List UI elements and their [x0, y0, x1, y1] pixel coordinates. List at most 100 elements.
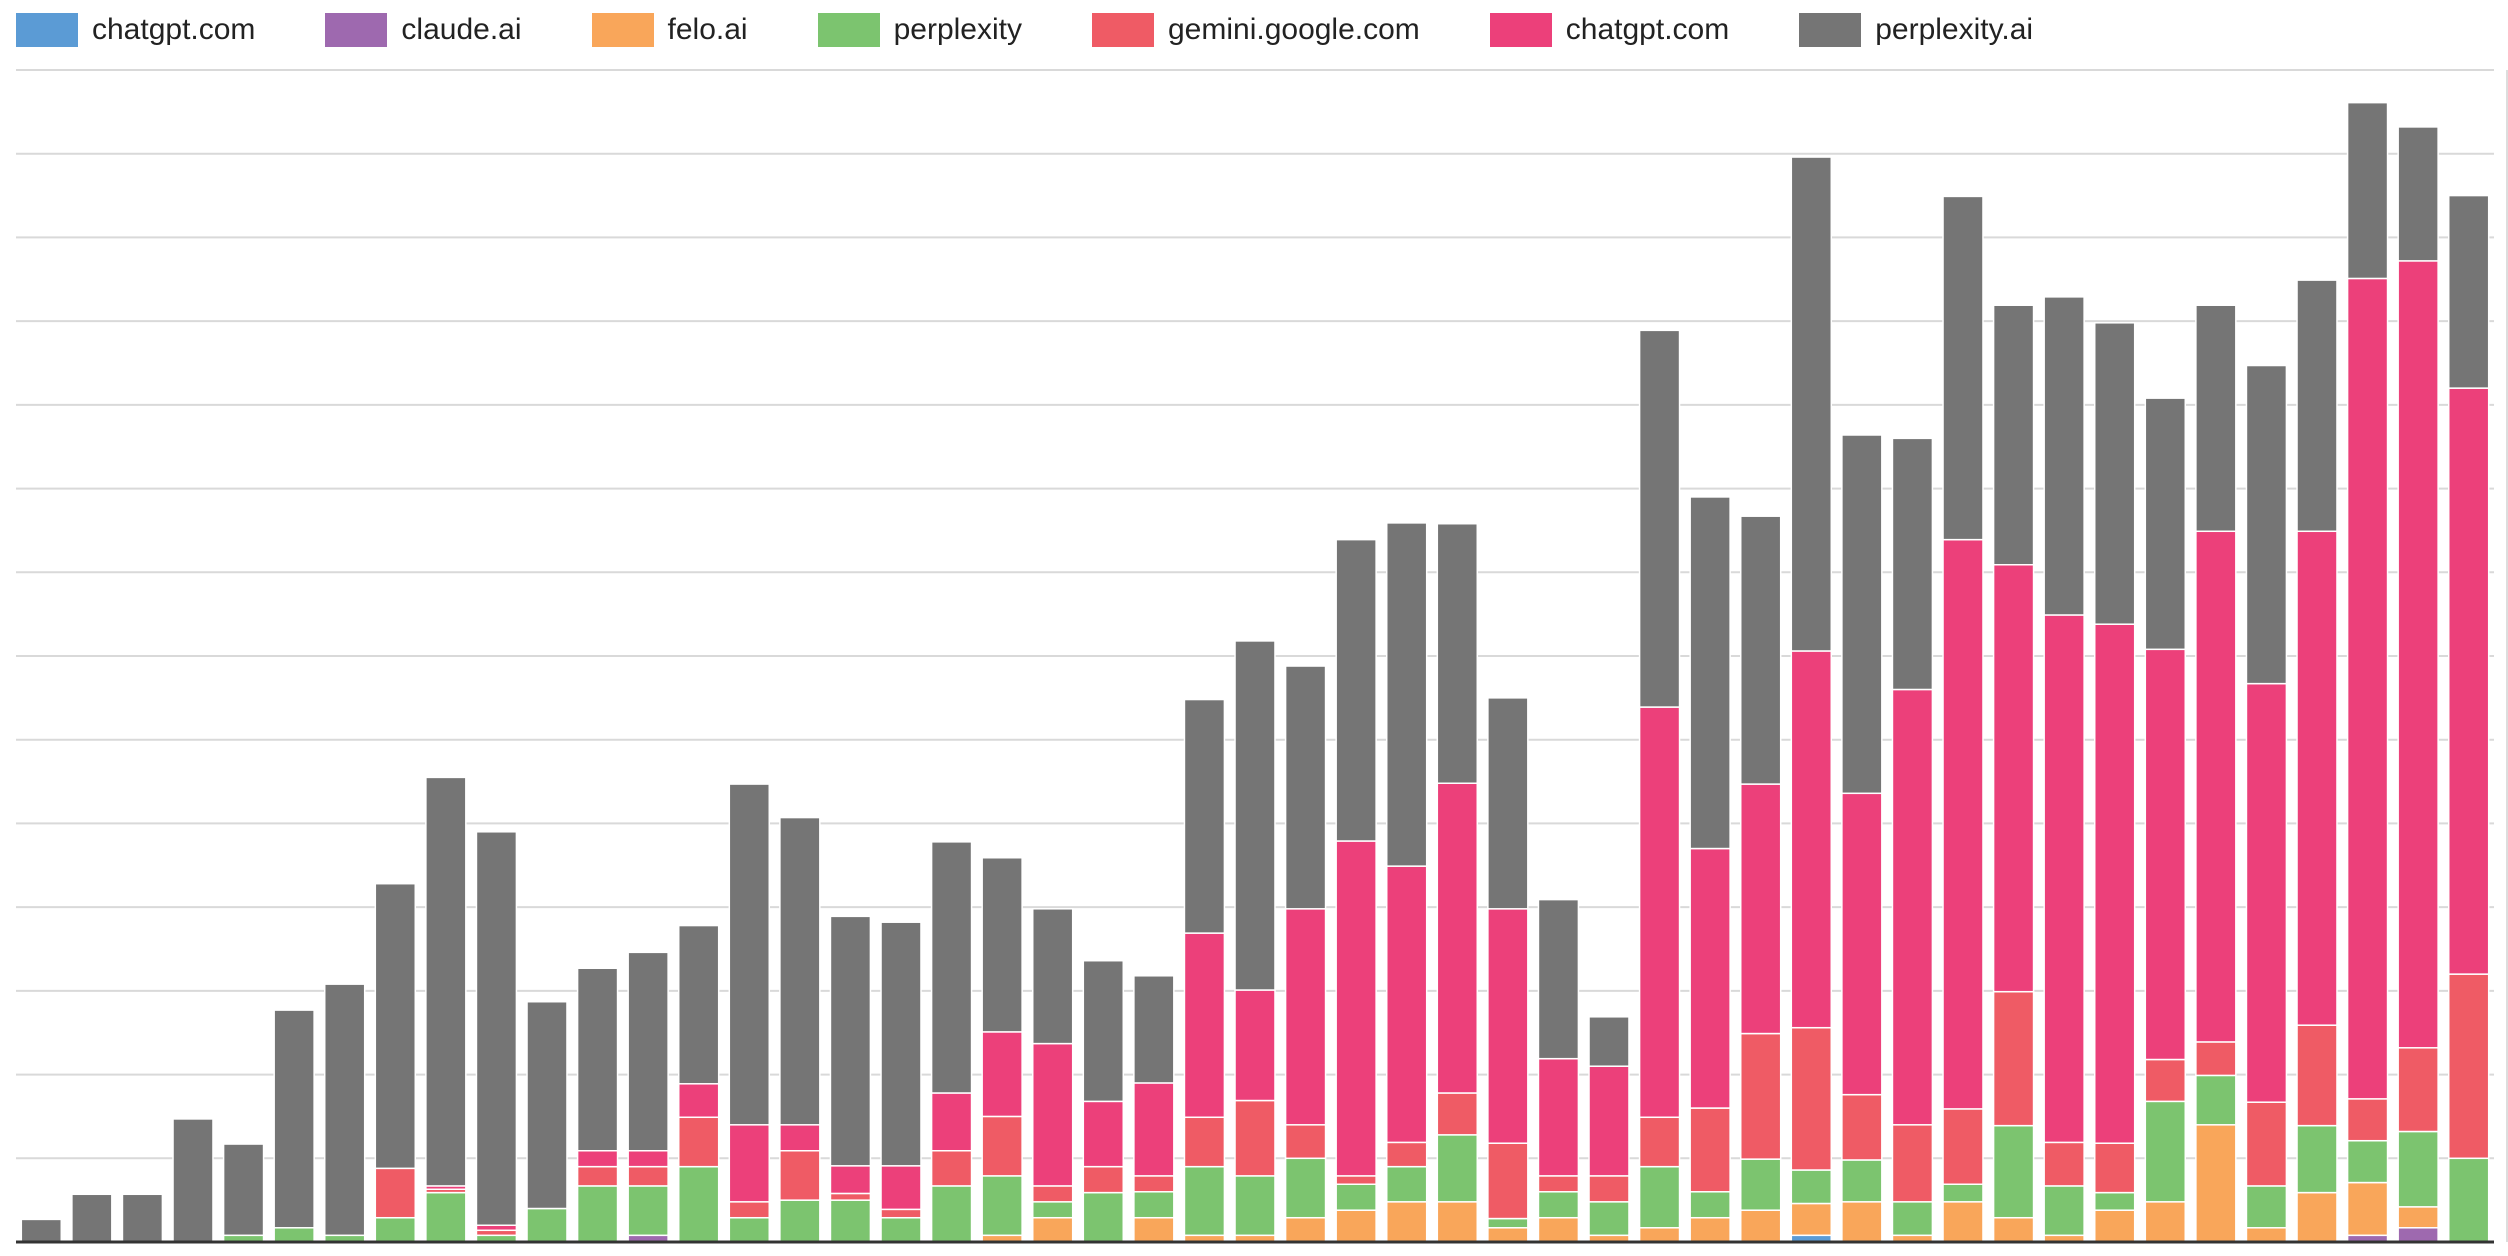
bar-segment-chatgpt-com-5-cat-16: [779, 1124, 821, 1152]
bar-segment-felo-ai-2-cat-42: [2093, 1209, 2136, 1243]
bar-segment-gemini-google-com-4-cat-29: [1436, 1092, 1479, 1136]
bar-segment-perplexity-3-cat-24: [1183, 1165, 1226, 1237]
bar-segment-chatgpt-com-5-cat-25: [1234, 989, 1276, 1102]
legend-item-4[interactable]: gemini.google.com: [1091, 13, 1420, 47]
bar-segment-felo-ai-2-cat-26: [1284, 1216, 1327, 1243]
bar-segment-gemini-google-com-4-cat-28: [1385, 1141, 1428, 1168]
bar-segment-chatgpt-com-5-cat-35: [1739, 783, 1782, 1035]
bar-segment-chatgpt-com-5-cat-39: [1942, 538, 1984, 1110]
bar-segment-perplexity-ai-6-cat-2: [71, 1193, 113, 1243]
bar-segment-gemini-google-com-4-cat-25: [1234, 1099, 1276, 1177]
bar-segment-gemini-google-com-4-cat-22: [1082, 1165, 1125, 1194]
bar-segment-perplexity-3-cat-19: [930, 1185, 973, 1243]
bar-segment-perplexity-3-cat-40: [1992, 1124, 2035, 1219]
bar-segment-chatgpt-com-5-cat-36: [1790, 650, 1833, 1029]
bar-segment-perplexity-ai-6-cat-29: [1436, 522, 1479, 784]
bar-segment-gemini-google-com-4-cat-42: [2093, 1142, 2136, 1194]
bar-segment-perplexity-ai-6-cat-8: [374, 882, 417, 1170]
bar-segment-chatgpt-com-5-cat-23: [1133, 1082, 1175, 1177]
bar-segment-perplexity-ai-6-cat-46: [2296, 279, 2338, 533]
bar-segment-felo-ai-2-cat-48: [2397, 1206, 2439, 1229]
bar-segment-perplexity-ai-6-cat-40: [1992, 304, 2035, 566]
legend-label: felo.ai: [667, 13, 748, 46]
bar-segment-felo-ai-2-cat-36: [1790, 1202, 1833, 1237]
bar-segment-chatgpt-com-5-cat-19: [930, 1092, 973, 1152]
bar-segment-felo-ai-2-cat-47: [2346, 1181, 2389, 1237]
bar-segment-perplexity-3-cat-39: [1942, 1183, 1984, 1203]
bar-segment-gemini-google-com-4-cat-47: [2346, 1098, 2389, 1142]
bar-segment-gemini-google-com-4-cat-21: [1031, 1185, 1074, 1203]
bar-segment-perplexity-ai-6-cat-41: [2043, 296, 2085, 616]
bar-segment-perplexity-3-cat-20: [981, 1175, 1023, 1237]
legend-item-3[interactable]: perplexity: [817, 13, 1022, 47]
chart-legend: chatgpt.com claude.ai felo.ai perplexity gem…: [16, 8, 2103, 52]
bar-segment-chatgpt-com-5-cat-18: [880, 1165, 922, 1211]
bar-segment-perplexity-3-cat-8: [374, 1216, 417, 1243]
bar-segment-gemini-google-com-4-cat-18: [880, 1208, 922, 1219]
bar-segment-perplexity-ai-6-cat-9: [425, 776, 467, 1187]
legend-item-1[interactable]: claude.ai: [325, 13, 522, 47]
legend-label: perplexity.ai: [1875, 13, 2034, 46]
bar-segment-gemini-google-com-4-cat-45: [2245, 1101, 2288, 1187]
bar-segment-perplexity-3-cat-36: [1790, 1169, 1833, 1205]
bar-segment-gemini-google-com-4-cat-27: [1335, 1175, 1377, 1185]
bar-segment-perplexity-3-cat-33: [1638, 1165, 1681, 1229]
bar-segment-gemini-google-com-4-cat-34: [1689, 1107, 1731, 1193]
bar-segment-felo-ai-2-cat-30: [1487, 1227, 1529, 1243]
bar-segment-gemini-google-com-4-cat-24: [1183, 1116, 1226, 1168]
bar-segment-perplexity-ai-6-cat-17: [829, 915, 872, 1167]
bar-segment-perplexity-3-cat-23: [1133, 1191, 1175, 1219]
bar-segment-felo-ai-2-cat-27: [1335, 1209, 1377, 1243]
bar-segment-perplexity-ai-6-cat-1: [20, 1218, 63, 1243]
bar-segment-chatgpt-com-5-cat-29: [1436, 782, 1479, 1094]
bar-segment-chatgpt-com-5-cat-30: [1487, 908, 1529, 1144]
legend-item-6[interactable]: perplexity.ai: [1799, 13, 2033, 47]
bar-segment-chatgpt-com-5-cat-49: [2447, 387, 2490, 975]
legend-item-2[interactable]: felo.ai: [591, 13, 748, 47]
bar-segment-chatgpt-com-5-cat-31: [1537, 1057, 1580, 1177]
bar-segment-perplexity-ai-6-cat-33: [1638, 329, 1681, 708]
bar-segment-perplexity-3-cat-35: [1739, 1158, 1782, 1211]
bar-segment-perplexity-3-cat-28: [1385, 1165, 1428, 1203]
bar-segment-perplexity-ai-6-cat-47: [2346, 101, 2389, 280]
bar-segment-perplexity-3-cat-27: [1335, 1183, 1377, 1211]
bar-segment-perplexity-ai-6-cat-34: [1689, 496, 1731, 850]
bar-segment-felo-ai-2-cat-40: [1992, 1216, 2035, 1243]
legend-item-5[interactable]: chatgpt.com: [1489, 13, 1729, 47]
bar-segment-perplexity-ai-6-cat-15: [728, 783, 771, 1126]
legend-label: gemini.google.com: [1167, 13, 1420, 46]
bar-segment-perplexity-ai-6-cat-27: [1335, 538, 1377, 842]
bar-segment-perplexity-3-cat-45: [2245, 1185, 2288, 1229]
bar-segment-perplexity-ai-6-cat-13: [627, 951, 669, 1152]
bar-segment-felo-ai-2-cat-28: [1385, 1201, 1428, 1243]
bar-segment-perplexity-ai-6-cat-43: [2144, 397, 2187, 651]
bar-segment-perplexity-3-cat-38: [1891, 1201, 1934, 1237]
bar-segment-chatgpt-com-5-cat-44: [2195, 530, 2237, 1043]
bar-segment-gemini-google-com-4-cat-20: [981, 1115, 1023, 1177]
bar-segment-perplexity-3-cat-13: [627, 1185, 669, 1237]
bar-segment-felo-ai-2-cat-31: [1537, 1216, 1580, 1243]
bar-segment-gemini-google-com-4-cat-37: [1841, 1093, 1883, 1161]
bar-segment-gemini-google-com-4-cat-15: [728, 1201, 771, 1219]
bar-segment-perplexity-3-cat-46: [2296, 1124, 2338, 1194]
bar-segment-gemini-google-com-4-cat-14: [677, 1116, 720, 1168]
bar-segment-perplexity-3-cat-42: [2093, 1191, 2136, 1211]
bar-segment-felo-ai-2-cat-45: [2245, 1227, 2288, 1243]
bar-segment-gemini-google-com-4-cat-26: [1284, 1124, 1327, 1160]
bar-segment-chatgpt-com-5-cat-38: [1891, 688, 1934, 1126]
bar-segment-perplexity-ai-6-cat-19: [930, 841, 973, 1094]
bar-segment-perplexity-ai-6-cat-23: [1133, 975, 1175, 1084]
bar-segment-chatgpt-com-5-cat-33: [1638, 706, 1681, 1119]
bar-segment-gemini-google-com-4-cat-35: [1739, 1032, 1782, 1160]
bar-segment-chatgpt-com-5-cat-28: [1385, 865, 1428, 1144]
bar-segment-perplexity-3-cat-12: [576, 1185, 619, 1243]
bar-segment-chatgpt-com-5-cat-42: [2093, 623, 2136, 1144]
bar-segment-gemini-google-com-4-cat-44: [2195, 1041, 2237, 1077]
bar-segment-perplexity-3-cat-29: [1436, 1134, 1479, 1203]
bar-segment-chatgpt-com-5-cat-12: [576, 1150, 619, 1168]
bar-segment-perplexity-3-cat-37: [1841, 1159, 1883, 1203]
bar-segment-perplexity-ai-6-cat-4: [172, 1118, 214, 1243]
bar-segment-perplexity-ai-6-cat-18: [880, 921, 922, 1167]
bar-segment-gemini-google-com-4-cat-16: [779, 1150, 821, 1201]
legend-item-0[interactable]: chatgpt.com: [16, 13, 255, 47]
